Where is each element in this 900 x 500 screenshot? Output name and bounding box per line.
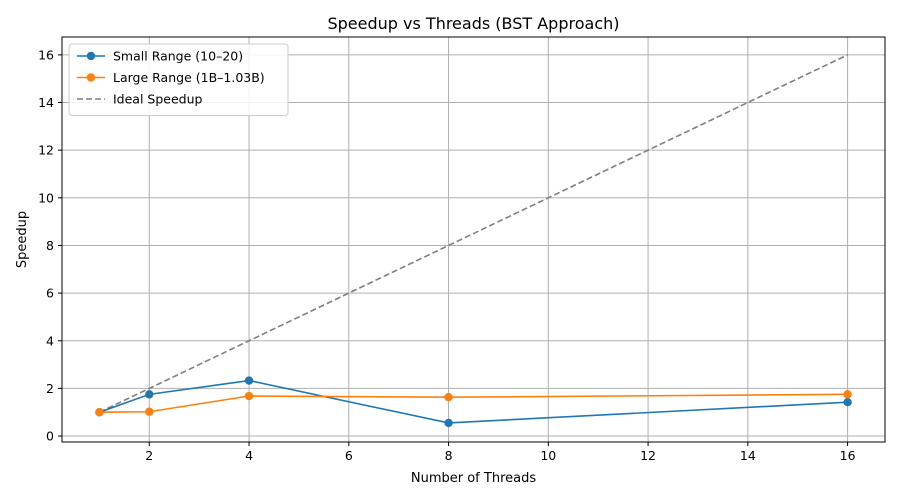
data-point xyxy=(95,408,104,417)
y-tick-label: 2 xyxy=(46,381,54,396)
plot-frame xyxy=(61,36,886,443)
legend: Small Range (10–20) Large Range (1B–1.03B… xyxy=(68,43,289,116)
x-tick-label: 10 xyxy=(540,448,556,463)
y-tick-label: 14 xyxy=(38,95,54,110)
y-tick-label: 10 xyxy=(38,190,54,205)
data-point xyxy=(444,393,453,402)
y-tick-label: 12 xyxy=(38,143,54,158)
series-line-2 xyxy=(99,54,848,413)
x-axis-label: Number of Threads xyxy=(411,471,536,486)
x-tick-label: 2 xyxy=(145,448,153,463)
grid xyxy=(62,37,885,442)
chart-title: Speedup vs Threads (BST Approach) xyxy=(327,14,619,33)
series-line-1 xyxy=(99,393,848,414)
legend-entry-label: Small Range (10–20) xyxy=(113,49,243,64)
y-tick-label: 6 xyxy=(46,286,54,301)
data-point xyxy=(444,418,453,428)
data-point xyxy=(145,390,154,399)
axis-ticks: 2 4 6 8 10 12 14 16 0 2 4 6 8 10 12 14 16 xyxy=(38,47,855,463)
x-tick-label: 4 xyxy=(245,448,253,463)
y-tick-label: 0 xyxy=(46,429,54,444)
data-point xyxy=(843,398,852,407)
x-tick-label: 14 xyxy=(740,448,756,463)
x-tick-label: 6 xyxy=(345,448,353,463)
legend-entry-label: Ideal Speedup xyxy=(113,92,203,107)
legend-box xyxy=(68,43,289,116)
x-tick-label: 16 xyxy=(840,448,856,463)
data-point xyxy=(145,407,154,416)
legend-swatch-marker xyxy=(86,73,96,82)
y-tick-label: 16 xyxy=(38,47,54,62)
legend-entry-label: Large Range (1B–1.03B) xyxy=(113,70,265,85)
legend-swatch-marker xyxy=(86,51,96,61)
data-point xyxy=(244,391,254,401)
x-tick-label: 12 xyxy=(640,448,656,463)
series-layer xyxy=(95,54,852,428)
x-tick-label: 8 xyxy=(445,448,453,463)
y-tick-label: 8 xyxy=(46,238,54,253)
y-tick-label: 4 xyxy=(46,333,54,348)
data-point xyxy=(244,376,254,385)
data-point xyxy=(843,390,852,399)
y-axis-label: Speedup xyxy=(15,211,30,268)
